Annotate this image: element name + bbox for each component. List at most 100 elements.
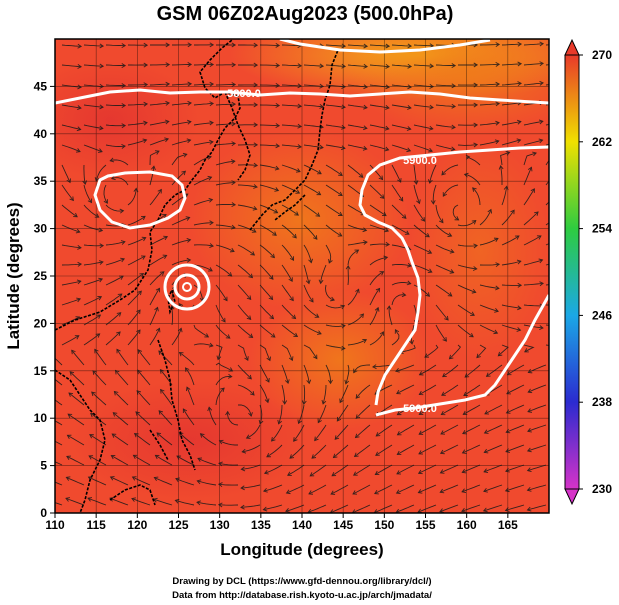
streamline-494 [281, 184, 300, 194]
streamline-arrow-661 [336, 416, 342, 422]
streamline-782 [413, 184, 420, 204]
streamline-356 [215, 244, 235, 252]
streamline-574 [285, 504, 305, 512]
streamline-arrow-273 [158, 350, 163, 355]
streamline-arrow-387 [253, 62, 259, 68]
streamline-arrow-567 [293, 437, 298, 442]
streamline-500 [281, 244, 294, 261]
streamline-492 [281, 164, 301, 173]
streamline-1000 [484, 444, 503, 453]
streamline-arrow-277 [160, 388, 165, 394]
streamline-480 [281, 44, 302, 47]
streamline-arrow-925 [465, 154, 471, 160]
streamline-arrow-467 [264, 398, 270, 404]
streamline-526 [263, 504, 283, 511]
streamline-arrow-1069 [557, 154, 561, 158]
streamline-arrow-443 [275, 143, 281, 149]
streamline-434 [259, 64, 280, 66]
streamline-arrow-541 [317, 170, 322, 175]
streamline-236 [132, 476, 151, 486]
streamline-arrow-807 [396, 431, 402, 436]
streamline-690 [369, 224, 389, 232]
streamline-arrow-1029 [536, 235, 542, 240]
streamline-514 [281, 384, 286, 404]
streamline-arrow-361 [223, 296, 228, 302]
streamline-766 [374, 504, 393, 513]
y-tick-label-7: 35 [34, 174, 48, 188]
streamline-arrow-1009 [539, 41, 545, 47]
streamline-576 [325, 44, 346, 47]
streamline-arrow-353 [231, 202, 237, 208]
streamline-arrow-159 [110, 175, 116, 181]
streamline-520 [266, 444, 283, 458]
streamline-arrow-781 [413, 180, 419, 185]
streamline-arrow-375 [207, 406, 213, 412]
streamline-98 [105, 64, 126, 67]
streamline-arrow-707 [355, 394, 361, 399]
streamline-68 [83, 244, 104, 247]
streamline-40 [55, 440, 63, 446]
streamline-312 [193, 284, 204, 302]
streamline-arrow-985 [517, 282, 523, 288]
streamline-572 [286, 484, 305, 494]
streamline-570 [287, 464, 305, 476]
streamline-arrow-791 [427, 268, 433, 273]
streamline-arrow-873 [473, 122, 479, 128]
map-title: GSM 06Z02Aug2023 (500.0hPa) [157, 3, 454, 25]
streamline-arrow-559 [313, 354, 318, 360]
streamline-518 [271, 424, 283, 442]
streamline-382 [196, 501, 217, 506]
streamline-arrow-417 [247, 374, 252, 380]
streamline-628 [347, 84, 368, 88]
streamline-arrow-317 [204, 333, 210, 338]
streamline-arrow-163 [141, 215, 146, 221]
streamline-arrow-477 [240, 485, 245, 491]
streamline-860 [418, 484, 437, 494]
streamline-arrow-381 [196, 479, 202, 485]
streamline-arrow-217 [159, 271, 165, 276]
streamline-arrow-1003 [483, 468, 489, 473]
streamline-arrow-427 [218, 461, 223, 467]
streamline-arrow-487 [297, 103, 303, 109]
streamline-arrow-697 [379, 271, 385, 276]
streamline-arrow-681 [384, 125, 390, 131]
coastline-indochina [55, 369, 106, 513]
streamline-174 [127, 329, 141, 346]
streamline-arrow-129 [94, 348, 99, 354]
streamline-976 [501, 186, 508, 206]
cool-region-west [55, 60, 200, 180]
streamline-arrow-151 [143, 101, 149, 107]
streamline-588 [325, 164, 343, 176]
streamline-280 [156, 432, 173, 446]
streamline-944 [464, 364, 481, 378]
streamline-768 [413, 44, 434, 47]
streamline-814 [396, 504, 415, 513]
streamline-arrow-289 [209, 42, 215, 48]
streamline-arrow-975 [498, 165, 504, 170]
streamline-660 [336, 404, 349, 422]
streamline-10 [61, 144, 81, 153]
coastline-borneo [109, 484, 156, 506]
streamline-908 [440, 484, 459, 493]
streamline-arrow-587 [341, 145, 346, 151]
streamline-arrow-901 [440, 410, 446, 416]
streamline-arrow-579 [341, 63, 347, 69]
streamline-arrow-499 [292, 233, 297, 239]
streamline-arrow-227 [137, 369, 142, 375]
streamline-arrow-1049 [505, 448, 511, 453]
streamline-arrow-89 [66, 434, 72, 440]
streamline-658 [339, 384, 349, 403]
streamline-112 [105, 204, 124, 212]
contour-label-5900-b: 5900.0 [403, 403, 437, 415]
streamline-296 [193, 122, 214, 126]
streamline-1102 [527, 504, 547, 511]
streamline-138 [88, 455, 107, 466]
streamline-1002 [483, 464, 503, 473]
streamline-arrow-97 [121, 43, 127, 49]
streamline-344 [215, 123, 236, 126]
streamline-arrow-1 [77, 43, 83, 49]
streamline-674 [369, 64, 390, 68]
streamline-132 [91, 391, 107, 406]
streamline-arrow-889 [471, 288, 477, 294]
streamline-284 [154, 477, 173, 486]
